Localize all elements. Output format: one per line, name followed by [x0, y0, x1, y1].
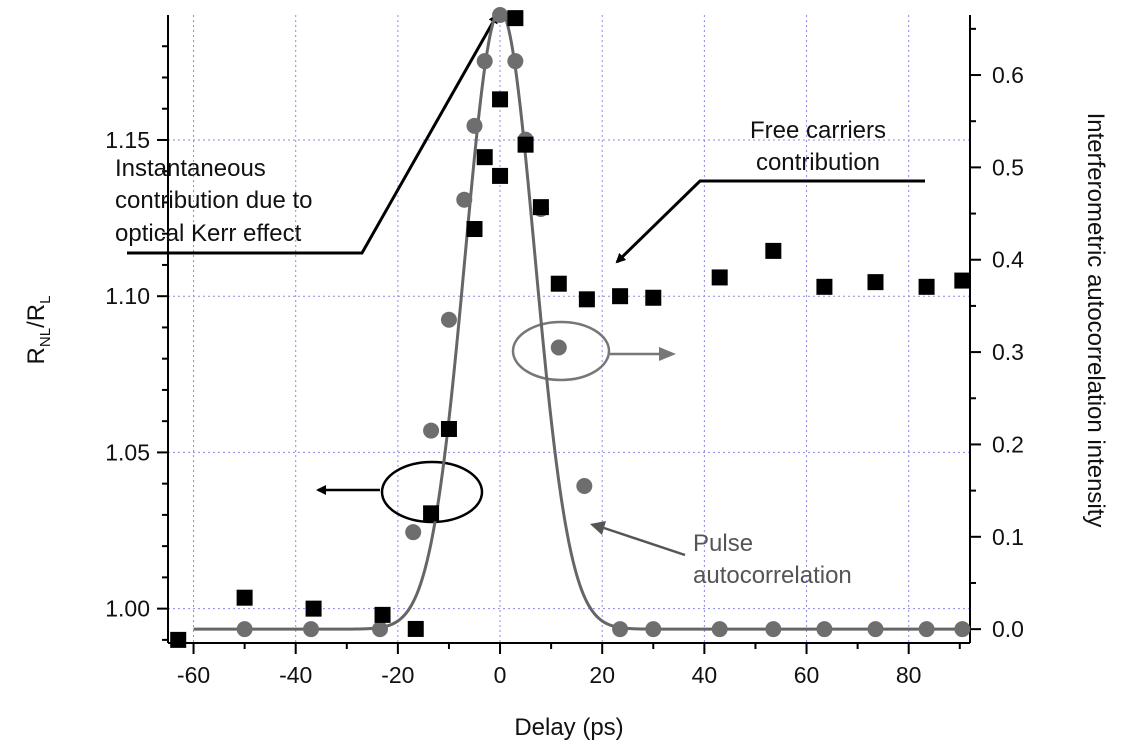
- y-left-tick-label: 1.10: [105, 283, 150, 309]
- square-point: [765, 242, 782, 259]
- x-tick-label: 40: [692, 662, 718, 688]
- square-point: [407, 620, 424, 637]
- circle-series: [236, 7, 971, 638]
- square-point: [305, 600, 322, 617]
- right-axis-title: Interferometric autocorrelation intensit…: [1082, 113, 1109, 528]
- circle-point: [440, 311, 457, 328]
- square-point: [374, 606, 391, 623]
- kerr-annotation-line-1: Instantaneous: [115, 155, 266, 182]
- square-point: [466, 221, 483, 238]
- free-carriers-line-2: contribution: [756, 149, 880, 176]
- square-point: [816, 278, 833, 295]
- pulse-annotation-line-1: Pulse: [693, 530, 753, 557]
- x-axis-title: Delay (ps): [514, 714, 623, 741]
- circle-point: [507, 53, 524, 70]
- ticks: -60 -40 -20 0 20 40 60 80 1.00 1.05 1.10 1.15 0.0 0.1…: [105, 27, 1024, 688]
- square-point: [170, 631, 187, 648]
- square-point: [867, 274, 884, 291]
- circle-point: [466, 117, 483, 134]
- y-right-tick-label: 0.6: [992, 62, 1024, 88]
- circle-point: [303, 621, 320, 638]
- circle-point: [236, 621, 253, 638]
- y-left-tick-label: 1.05: [105, 439, 150, 465]
- free-carriers-annotation: Free carriers contribution: [750, 117, 886, 176]
- circle-point: [550, 339, 567, 356]
- circle-point: [492, 7, 509, 23]
- square-point: [236, 589, 253, 606]
- circle-point: [423, 422, 440, 439]
- square-point: [517, 136, 534, 153]
- square-point: [645, 289, 662, 306]
- circle-point: [576, 478, 593, 494]
- pulse-annotation-line-2: autocorrelation: [693, 562, 852, 589]
- x-tick-label: -60: [177, 662, 210, 688]
- x-tick-label: 80: [896, 662, 922, 688]
- fit-curve: [193, 8, 960, 631]
- circle-point: [816, 621, 833, 638]
- x-tick-label: 0: [494, 662, 507, 688]
- y-right-tick-label: 0.4: [992, 247, 1024, 273]
- x-tick-label: -20: [381, 662, 414, 688]
- square-point: [532, 199, 549, 216]
- square-point: [492, 91, 509, 108]
- circle-point: [954, 621, 971, 638]
- square-point: [550, 275, 567, 292]
- square-point: [612, 288, 629, 305]
- y-right-tick-label: 0.5: [992, 154, 1024, 180]
- kerr-leader-line: [127, 13, 499, 255]
- y-right-tick-label: 0.3: [992, 339, 1024, 365]
- axes: [167, 15, 971, 644]
- gridlines: [168, 15, 970, 643]
- free-carriers-line-1: Free carriers: [750, 117, 886, 144]
- left-axis-ellipse: [380, 460, 484, 524]
- x-tick-label: 20: [589, 662, 615, 688]
- fit-curve-group: [193, 8, 960, 631]
- y-right-tick-label: 0.0: [992, 616, 1024, 642]
- circle-point: [867, 621, 884, 638]
- circle-point: [405, 524, 422, 541]
- square-point: [954, 272, 971, 289]
- y-left-tick-label: 1.15: [105, 127, 150, 153]
- circle-point: [476, 53, 493, 70]
- right-axis-ellipse: [511, 320, 611, 382]
- circle-point: [371, 621, 388, 638]
- free-carrier-leader-line: [615, 179, 925, 264]
- circle-point: [645, 621, 662, 638]
- y-right-tick-label: 0.2: [992, 431, 1024, 457]
- right-axis-arrowhead: [659, 347, 676, 361]
- circle-point: [612, 621, 629, 638]
- square-point: [476, 149, 493, 166]
- x-tick-label: 60: [794, 662, 820, 688]
- pulse-leader-line: [603, 526, 686, 557]
- circle-point: [711, 621, 728, 638]
- pulse-leader-arrowhead: [590, 521, 606, 535]
- kerr-annotation-line-3: optical Kerr effect: [115, 220, 302, 247]
- square-point: [507, 10, 524, 27]
- pulse-annotation: Pulse autocorrelation: [693, 530, 852, 589]
- square-point: [492, 167, 509, 184]
- circle-point: [456, 191, 473, 208]
- square-point: [423, 505, 440, 522]
- square-point: [918, 278, 935, 295]
- kerr-annotation: Instantaneous contribution due to optica…: [115, 155, 312, 247]
- square-series: [170, 10, 971, 648]
- y-left-tick-label: 1.00: [105, 596, 150, 622]
- y-right-tick-label: 0.1: [992, 524, 1024, 550]
- square-point: [440, 420, 457, 437]
- square-point: [578, 291, 595, 308]
- left-axis-title: RNL/RL: [23, 296, 54, 365]
- circle-point: [765, 621, 782, 638]
- annotation-graphics: [127, 13, 925, 557]
- x-tick-label: -40: [279, 662, 312, 688]
- kerr-annotation-line-2: contribution due to: [115, 187, 312, 214]
- square-point: [711, 269, 728, 286]
- circle-point: [918, 621, 935, 638]
